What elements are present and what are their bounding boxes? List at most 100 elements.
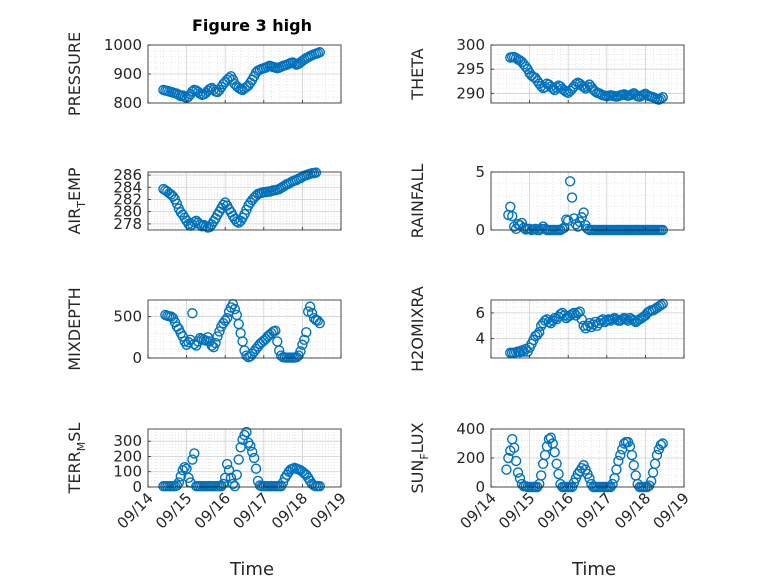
data-point bbox=[241, 426, 252, 438]
y-tick-label: 200 bbox=[113, 447, 142, 465]
data-point bbox=[189, 216, 200, 228]
data-point bbox=[532, 329, 543, 340]
data-point bbox=[514, 347, 526, 358]
data-point bbox=[299, 334, 310, 345]
data-point bbox=[187, 308, 198, 319]
panel-rainfall: 0 5 RAINFALL bbox=[408, 163, 685, 239]
data-point bbox=[183, 472, 194, 484]
data-point bbox=[270, 325, 281, 336]
y-axis-label: MIXDEPTH bbox=[65, 287, 84, 370]
data-point bbox=[187, 86, 198, 97]
data-point bbox=[655, 299, 667, 311]
y-tick-label: 4 bbox=[475, 330, 485, 348]
data-point bbox=[568, 307, 580, 319]
data-point bbox=[607, 478, 618, 490]
data-point bbox=[301, 327, 312, 338]
figure-title: Figure 3 high bbox=[192, 16, 312, 35]
axes-box bbox=[490, 171, 685, 231]
data-point bbox=[566, 192, 578, 203]
data-point bbox=[615, 449, 626, 461]
axes-box bbox=[147, 299, 342, 359]
data-point bbox=[229, 303, 241, 315]
data-point bbox=[310, 167, 322, 178]
data-point bbox=[225, 472, 237, 484]
data-point bbox=[549, 447, 560, 458]
data-point bbox=[189, 448, 200, 459]
data-point bbox=[179, 461, 190, 473]
axes-box bbox=[490, 44, 685, 104]
x-axis-label-left: Time bbox=[229, 559, 274, 580]
y-axis-label-part: AIR bbox=[65, 208, 84, 235]
data-point bbox=[243, 437, 254, 448]
panel-pressure: 800 900 1000 PRESSURE bbox=[65, 32, 342, 116]
data-point bbox=[576, 212, 587, 223]
panel-theta: 290 295 300 THETA bbox=[408, 36, 685, 105]
data-point bbox=[578, 207, 589, 218]
data-point bbox=[314, 481, 325, 492]
y-axis-label-part: SUN bbox=[408, 460, 427, 494]
y-tick-label: 0 bbox=[132, 478, 142, 496]
y-tick-label: 278 bbox=[113, 215, 142, 233]
panel-terr_msl: 010020030009/1409/1509/1609/1709/1809/19… bbox=[65, 423, 350, 533]
y-axis-label-part: TERR bbox=[65, 451, 84, 494]
plot-area bbox=[148, 429, 341, 487]
y-tick-label: 900 bbox=[113, 65, 142, 83]
data-point bbox=[304, 301, 316, 312]
data-point bbox=[655, 439, 667, 451]
y-tick-label: 286 bbox=[113, 166, 142, 184]
y-axis-label: PRESSURE bbox=[65, 32, 84, 116]
data-point bbox=[578, 81, 589, 93]
data-point bbox=[501, 464, 512, 475]
y-axis-label-part: EMP bbox=[65, 167, 84, 201]
data-point bbox=[507, 210, 518, 222]
data-point bbox=[657, 91, 668, 103]
data-point bbox=[508, 442, 520, 454]
data-point bbox=[245, 440, 256, 451]
data-point bbox=[568, 213, 580, 224]
data-point bbox=[297, 339, 308, 350]
y-axis-label: TERRMSL bbox=[65, 423, 88, 495]
data-point bbox=[212, 331, 223, 342]
y-axis-label-subscript: T bbox=[75, 201, 88, 209]
data-point bbox=[227, 478, 239, 490]
y-tick-label: 0 bbox=[475, 478, 485, 496]
y-tick-label: 0 bbox=[132, 349, 142, 367]
data-point bbox=[510, 455, 522, 467]
y-tick-label: 300 bbox=[456, 36, 485, 54]
y-axis-label-subscript: M bbox=[75, 442, 88, 452]
y-axis-label: AIRTEMP bbox=[65, 167, 88, 234]
data-point bbox=[578, 320, 589, 331]
data-point bbox=[221, 458, 233, 470]
y-tick-label: 6 bbox=[475, 304, 485, 322]
data-point bbox=[553, 468, 564, 480]
data-point bbox=[235, 442, 246, 453]
data-point bbox=[196, 221, 208, 232]
data-point bbox=[512, 467, 524, 478]
y-tick-label: 1000 bbox=[104, 36, 142, 54]
x-axis-label-right: Time bbox=[571, 559, 616, 580]
y-axis-label-subscript: F bbox=[418, 453, 431, 459]
data-point bbox=[584, 473, 595, 484]
data-point bbox=[223, 465, 235, 476]
y-tick-label: 300 bbox=[113, 432, 142, 450]
y-tick-label: 800 bbox=[113, 94, 142, 112]
data-point bbox=[216, 481, 227, 492]
data-point bbox=[535, 223, 547, 235]
data-point bbox=[219, 315, 231, 326]
data-point bbox=[200, 221, 212, 232]
data-point bbox=[628, 460, 640, 471]
data-point bbox=[250, 463, 262, 474]
data-point bbox=[626, 449, 638, 461]
y-tick-label: 290 bbox=[456, 84, 485, 102]
data-point bbox=[557, 223, 568, 235]
data-point bbox=[295, 346, 306, 357]
data-point bbox=[657, 438, 668, 449]
data-point bbox=[572, 221, 584, 232]
data-point bbox=[551, 458, 562, 469]
data-point bbox=[524, 223, 535, 235]
data-point bbox=[314, 47, 325, 58]
data-point bbox=[233, 454, 244, 465]
panel-mixdepth: 0 500 MIXDEPTH bbox=[65, 287, 342, 371]
data-point bbox=[241, 350, 252, 361]
